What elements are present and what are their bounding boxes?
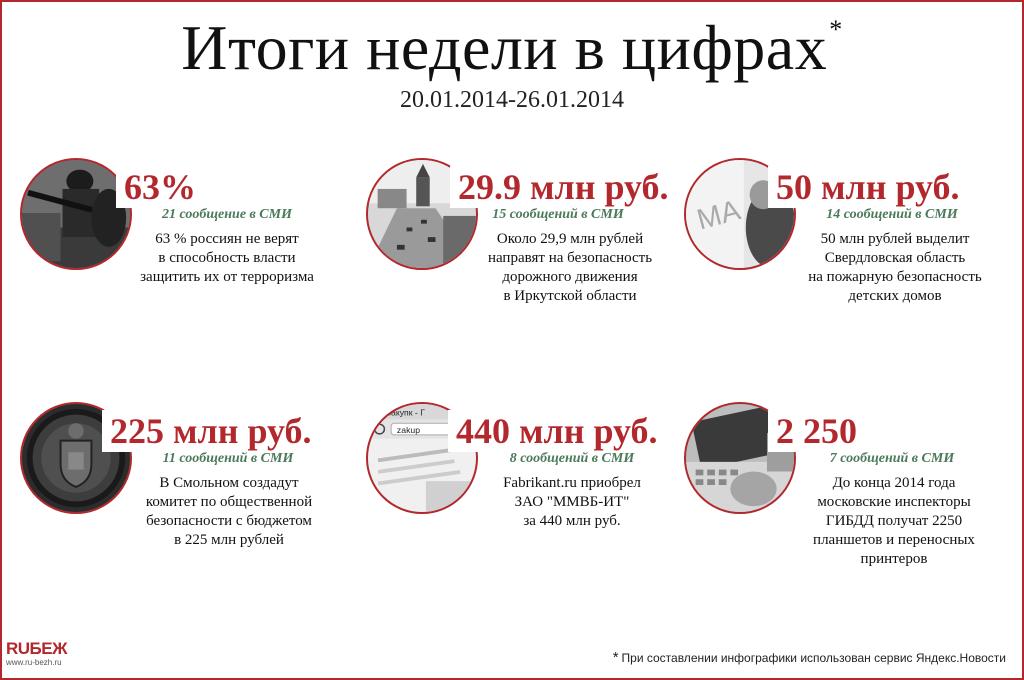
- stat-description: Около 29,9 млн рублей направят на безопа…: [470, 230, 670, 306]
- stat-figure: 225 млн руб.: [102, 410, 318, 452]
- desc-line: защитить их от терроризма: [140, 269, 314, 285]
- logo-url-text: www.ru-bezh.ru: [6, 658, 62, 667]
- desc-line: Fabrikant.ru приобрел: [503, 475, 641, 491]
- title-text: Итоги недели в цифрах: [181, 12, 828, 83]
- stat-figure: 63%: [116, 166, 202, 208]
- desc-line: комитет по общественной: [145, 494, 313, 510]
- desc-line: за 440 млн руб.: [523, 513, 621, 529]
- armed-soldiers-photo: [20, 158, 132, 270]
- desc-line: 50 млн рублей выделит: [820, 231, 970, 247]
- logo-main-text: RUБЕЖ: [6, 639, 67, 658]
- stat-description: До конца 2014 года московские инспекторы…: [794, 474, 994, 569]
- desc-line: безопасности с бюджетом: [146, 513, 312, 529]
- stat-card-fabrikant: Госзакупк - Г zakup 440 млн руб. 8 сообщ…: [366, 402, 696, 632]
- desc-line: в 225 млн рублей: [174, 532, 284, 548]
- page-title: Итоги недели в цифрах*: [0, 10, 1024, 86]
- desc-line: планшетов и переносных: [813, 532, 975, 548]
- rubezh-logo[interactable]: RUБЕЖ www.ru-bezh.ru: [6, 639, 67, 670]
- stat-description: Fabrikant.ru приобрел ЗАО "ММВБ-ИТ" за 4…: [482, 474, 662, 531]
- stat-card-terrorism: 63% 21 сообщение в СМИ 63 % россиян не в…: [20, 158, 350, 388]
- desc-line: Около 29,9 млн рублей: [496, 231, 644, 247]
- desc-line: ГИБДД получат 2250: [825, 513, 963, 529]
- stat-figure: 440 млн руб.: [448, 410, 664, 452]
- stat-card-fire-safety: MA 50 млн руб. 14 сообщений в СМИ 50 млн…: [684, 158, 1014, 388]
- desc-line: в способность власти: [158, 250, 296, 266]
- title-footnote-mark: *: [829, 15, 843, 44]
- desc-line: на пожарную безопасность: [808, 269, 982, 285]
- stat-description: В Смольном создадут комитет по обществен…: [124, 474, 334, 550]
- stat-figure: 2 250: [768, 410, 863, 452]
- browser-tab-text: Госзакупк - Г: [374, 408, 425, 418]
- media-mentions: 21 сообщение в СМИ: [162, 207, 292, 222]
- desc-line: направят на безопасность: [487, 250, 653, 266]
- media-mentions: 11 сообщений в СМИ: [162, 451, 294, 466]
- stat-description: 63 % россиян не верят в способность влас…: [122, 230, 332, 287]
- desc-line: принтеров: [860, 551, 928, 567]
- stat-card-tablets: 2 250 7 сообщений в СМИ До конца 2014 го…: [684, 402, 1014, 632]
- stat-figure: 29.9 млн руб.: [450, 166, 675, 208]
- desc-line: дорожного движения: [502, 269, 638, 285]
- desc-line: До конца 2014 года: [832, 475, 956, 491]
- desc-line: ЗАО "ММВБ-ИТ": [514, 494, 630, 510]
- browser-url-text: zakup: [397, 425, 420, 435]
- footnote: * При составлении инфографики использован…: [613, 650, 1006, 666]
- desc-line: 63 % россиян не верят: [155, 231, 299, 247]
- desc-line: В Смольном создадут: [159, 475, 299, 491]
- desc-line: в Иркутской области: [503, 288, 637, 304]
- stat-card-road-safety: 29.9 млн руб. 15 сообщений в СМИ Около 2…: [366, 158, 696, 388]
- desc-line: Свердловская область: [824, 250, 966, 266]
- desc-line: детских домов: [848, 288, 942, 304]
- media-mentions: 15 сообщений в СМИ: [492, 207, 624, 222]
- stat-description: 50 млн рублей выделит Свердловская облас…: [790, 230, 1000, 306]
- desc-line: московские инспекторы: [817, 494, 971, 510]
- media-mentions: 7 сообщений в СМИ: [829, 451, 955, 466]
- date-range: 20.01.2014-26.01.2014: [400, 87, 624, 113]
- footnote-mark: *: [612, 649, 619, 666]
- footnote-text: При составлении инфографики использован …: [621, 651, 1006, 665]
- media-mentions: 14 сообщений в СМИ: [826, 207, 958, 222]
- stat-card-smolny-committee: 225 млн руб. 11 сообщений в СМИ В Смольн…: [20, 402, 350, 632]
- stat-figure: 50 млн руб.: [768, 166, 966, 208]
- city-road-photo: [366, 158, 478, 270]
- media-mentions: 8 сообщений в СМИ: [509, 451, 635, 466]
